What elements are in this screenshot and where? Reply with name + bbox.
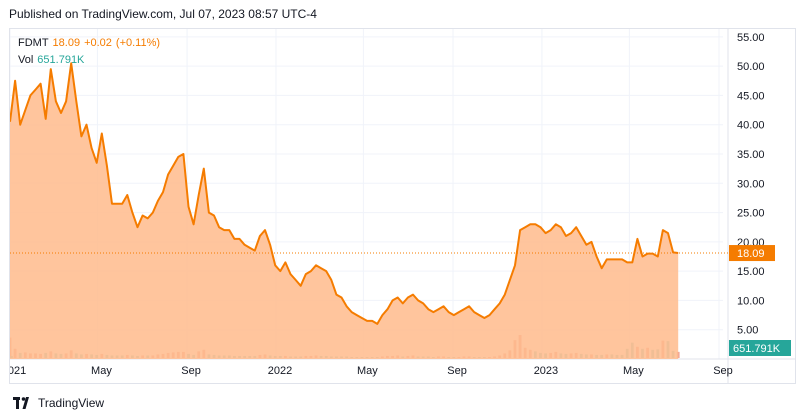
x-tick-label: Sep <box>713 365 733 377</box>
legend-change-pct: (+0.11%) <box>115 37 161 49</box>
x-tick-label: Sep <box>181 365 201 377</box>
y-tick-label: 35.00 <box>737 149 765 161</box>
time-axis: 2021 May Sep 2022 May Sep 2023 May Sep <box>10 365 733 377</box>
y-tick-label: 50.00 <box>737 61 765 73</box>
x-tick-label: Sep <box>447 365 467 377</box>
y-tick-label: 10.00 <box>737 295 765 307</box>
last-price-badge <box>729 245 775 262</box>
y-tick-label: 25.00 <box>737 208 765 220</box>
volume-badge <box>729 340 791 356</box>
x-tick-label: 2021 <box>10 365 26 377</box>
legend-price-row: FDMT 18.09 +0.02 (+0.11%) <box>18 35 164 52</box>
last-price-badge-text: 18.09 <box>737 248 765 260</box>
price-chart[interactable]: 5.0010.0015.0020.0025.0030.0035.0040.004… <box>10 29 795 383</box>
volume-badge-text: 651.791K <box>733 343 781 355</box>
price-axis: 5.0010.0015.0020.0025.0030.0035.0040.004… <box>737 32 765 337</box>
footer-brand[interactable]: TradingView <box>38 396 105 410</box>
published-caption: Published on TradingView.com, Jul 07, 20… <box>9 7 317 21</box>
legend-symbol[interactable]: FDMT <box>18 37 49 49</box>
y-tick-label: 5.00 <box>737 325 758 337</box>
chart-frame[interactable]: 5.00 10.00 15.00 20.00 25.00 30.00 35.00 40.00 4… <box>9 28 796 384</box>
legend-vol-label[interactable]: Vol <box>18 54 34 66</box>
x-tick-label: May <box>623 365 644 377</box>
y-tick-label: 40.00 <box>737 120 765 132</box>
legend-price: 18.09 <box>52 37 81 49</box>
legend-volume-row: Vol 651.791K <box>18 52 164 69</box>
y-tick-label: 55.00 <box>737 32 765 44</box>
legend-vol-value: 651.791K <box>37 54 85 66</box>
y-tick-label: 15.00 <box>737 266 765 278</box>
x-tick-label: May <box>357 365 378 377</box>
x-tick-label: May <box>91 365 112 377</box>
x-tick-label: 2022 <box>268 365 292 377</box>
footer: TradingView <box>13 396 104 410</box>
price-line <box>10 62 679 325</box>
x-tick-label: 2023 <box>534 365 558 377</box>
legend-change: +0.02 <box>84 37 112 49</box>
y-tick-label: 45.00 <box>737 90 765 102</box>
y-tick-label: 30.00 <box>737 178 765 190</box>
legend: FDMT 18.09 +0.02 (+0.11%) Vol 651.791K <box>18 35 164 69</box>
tradingview-logo-icon <box>13 397 29 409</box>
price-area <box>10 63 679 359</box>
axis-badges: 18.09 651.791K <box>729 245 791 356</box>
